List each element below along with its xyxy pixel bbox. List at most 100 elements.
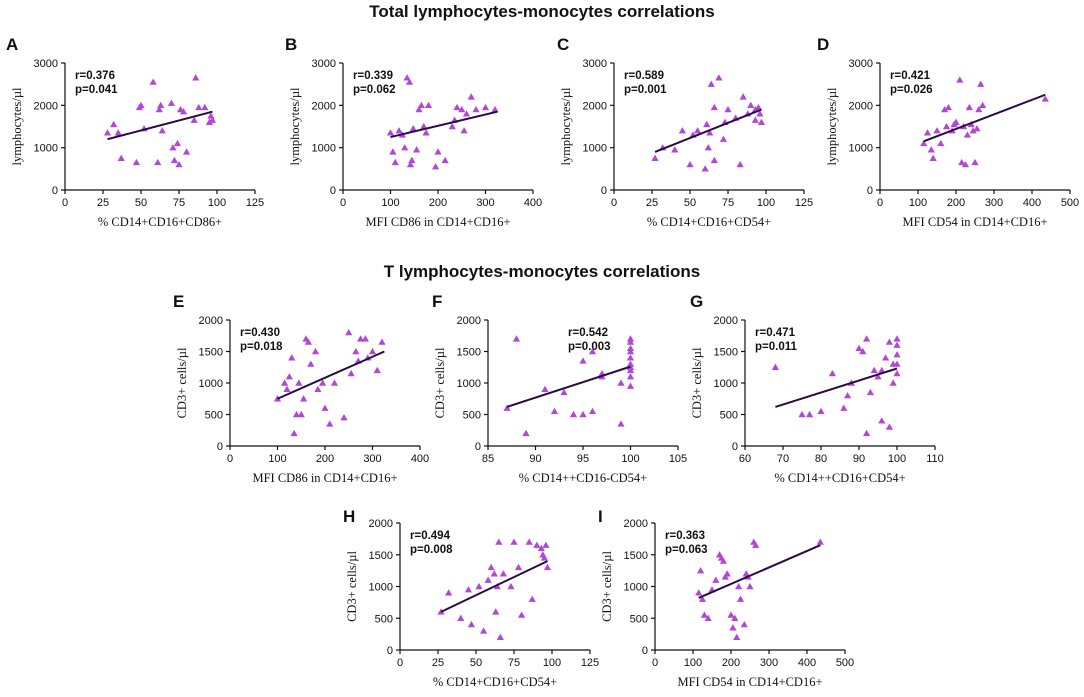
x-tick-label: 125: [246, 197, 264, 209]
p-value: p=0.001: [624, 84, 667, 96]
data-point: [740, 621, 748, 628]
data-point: [424, 101, 433, 109]
data-point: [480, 627, 488, 634]
r-value: r=0.339: [353, 70, 393, 82]
data-point: [971, 158, 979, 166]
y-tick-label: 0: [867, 185, 873, 197]
data-point: [288, 354, 296, 361]
data-point: [973, 125, 981, 132]
data-point: [415, 105, 423, 113]
data-point: [458, 105, 466, 113]
data-point: [617, 379, 625, 386]
x-tick-label: 100: [684, 657, 702, 669]
data-point: [512, 335, 521, 342]
data-point: [540, 554, 548, 561]
data-point: [319, 379, 327, 386]
data-point: [132, 158, 141, 166]
y-tick-label: 2000: [369, 518, 393, 530]
x-tick-label: 400: [524, 197, 542, 209]
data-point: [859, 347, 867, 355]
p-value: p=0.003: [568, 341, 611, 353]
x-tick-label: 90: [853, 453, 865, 465]
data-point: [840, 404, 848, 411]
y-tick-label: 1500: [714, 347, 738, 359]
y-tick-label: 500: [463, 410, 481, 422]
data-point: [434, 148, 442, 155]
data-point: [389, 148, 397, 155]
x-tick-label: 300: [985, 197, 1003, 209]
panel-label: I: [598, 507, 603, 526]
data-point: [406, 161, 415, 168]
data-point: [961, 161, 970, 168]
x-axis-label: MFI CD54 in CD14+CD16+: [902, 215, 1047, 229]
x-axis-label: % CD14++CD16-CD54+: [519, 471, 647, 485]
data-point: [495, 538, 503, 545]
data-point: [686, 161, 694, 168]
x-tick-label: 50: [684, 197, 696, 209]
data-point: [490, 570, 498, 577]
fit-line: [390, 110, 498, 139]
data-point: [542, 541, 550, 548]
data-point: [170, 156, 179, 164]
panel-g: G 60 70 80 90 100 110 0 500 1000 1500 2000 % CD14++C…: [690, 292, 944, 485]
x-tick-label: 60: [739, 453, 751, 465]
x-tick-label: 75: [173, 197, 185, 209]
data-point: [432, 163, 440, 170]
data-point: [448, 122, 456, 130]
y-tick-label: 3000: [583, 58, 607, 70]
y-tick-label: 500: [720, 410, 738, 422]
x-tick-label: 0: [611, 197, 617, 209]
fit-line: [698, 544, 821, 599]
p-value: p=0.011: [755, 341, 797, 353]
panel-label: F: [432, 292, 442, 311]
data-point: [541, 385, 549, 392]
x-tick-label: 300: [760, 657, 778, 669]
r-value: r=0.376: [75, 70, 115, 82]
p-value: p=0.063: [665, 544, 708, 556]
y-tick-label: 0: [217, 441, 223, 453]
x-tick-label: 85: [482, 453, 494, 465]
data-point: [626, 338, 635, 345]
data-point: [712, 576, 720, 583]
data-point: [893, 369, 901, 377]
x-tick-label: 90: [529, 453, 541, 465]
y-axis-label: CD3+ cells/µl: [600, 551, 614, 622]
data-point: [550, 407, 559, 415]
x-tick-label: 500: [836, 657, 854, 669]
x-tick-label: 125: [581, 657, 599, 669]
x-axis-label: % CD14+CD16+CD86+: [98, 215, 222, 229]
data-point: [205, 118, 213, 125]
x-tick-label: 70: [777, 453, 789, 465]
x-tick-label: 100: [757, 197, 775, 209]
data-point: [560, 388, 568, 396]
data-point: [285, 373, 293, 380]
data-point: [347, 369, 355, 377]
data-point: [721, 573, 729, 580]
title-total: Total lymphocytes-monocytes correlations: [369, 2, 714, 21]
data-point: [844, 392, 852, 399]
data-point: [330, 379, 339, 386]
y-tick-label: 1000: [849, 143, 873, 155]
fit-line: [654, 108, 762, 153]
panel-f: F 85 90 95 100 105 0 500 1000 1500 2000 % CD14++CD1…: [432, 292, 687, 485]
x-axis-label: MFI CD54 in CD14+CD16+: [677, 675, 822, 689]
data-point: [579, 357, 587, 364]
y-tick-label: 2000: [312, 100, 336, 112]
data-point: [975, 105, 983, 113]
data-point: [403, 74, 411, 81]
data-point: [114, 129, 122, 136]
data-point: [157, 101, 165, 109]
r-value: r=0.589: [624, 70, 664, 82]
y-tick-label: 0: [732, 441, 738, 453]
data-point: [155, 105, 163, 113]
data-point: [863, 429, 871, 437]
data-point: [893, 360, 901, 367]
data-point: [965, 103, 973, 111]
x-tick-label: 50: [470, 657, 482, 669]
y-axis-label: CD3+ cells/µl: [345, 551, 359, 622]
data-point: [723, 570, 731, 577]
data-point: [378, 338, 386, 345]
data-point: [727, 611, 735, 618]
data-point: [771, 363, 779, 370]
